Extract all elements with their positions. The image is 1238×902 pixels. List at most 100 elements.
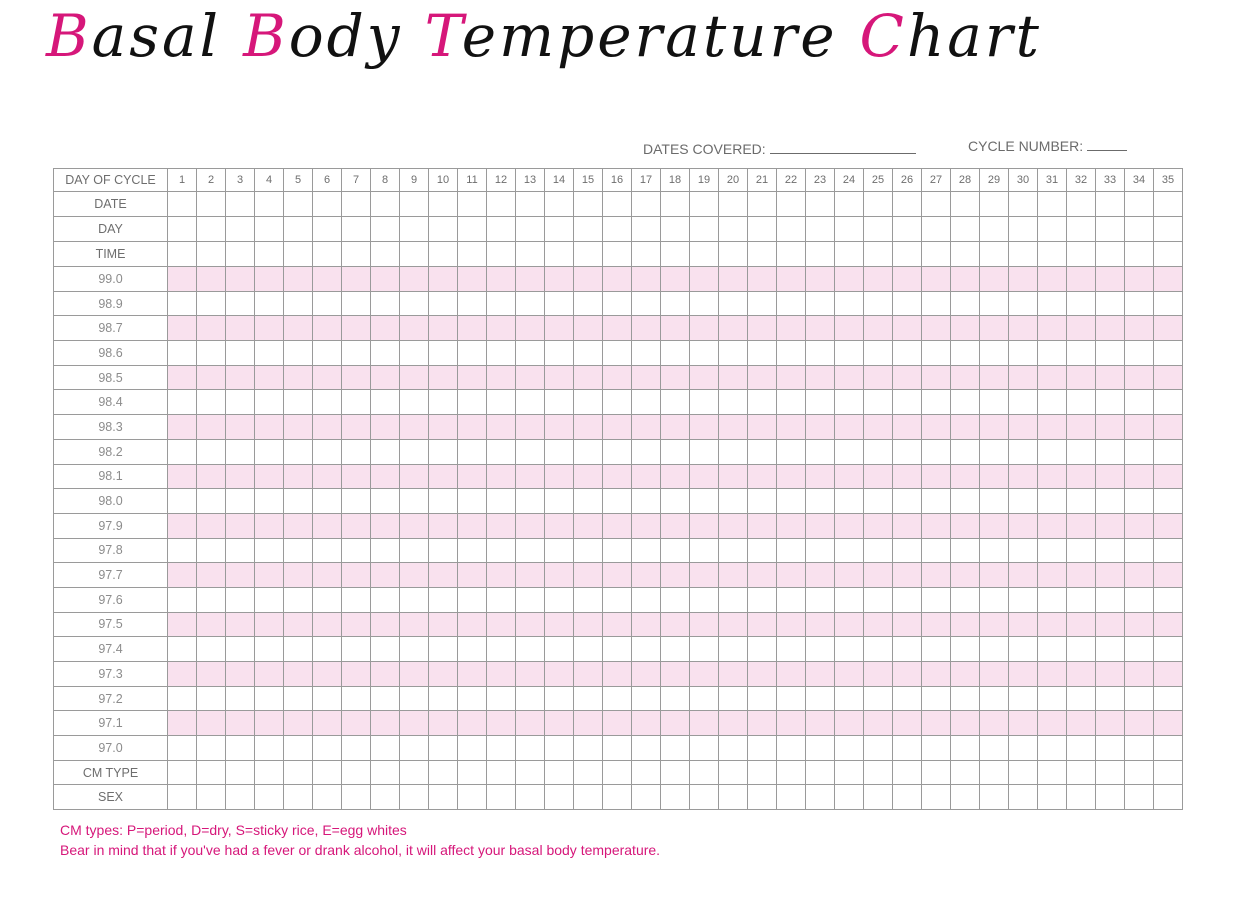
grid-cell[interactable]	[544, 784, 574, 810]
grid-cell[interactable]	[979, 562, 1009, 588]
grid-cell[interactable]	[399, 611, 429, 638]
grid-cell[interactable]	[602, 389, 632, 416]
grid-cell[interactable]	[341, 636, 371, 662]
grid-cell[interactable]	[399, 266, 429, 292]
grid-cell[interactable]	[1124, 463, 1154, 490]
grid-cell[interactable]	[863, 512, 893, 539]
grid-cell[interactable]	[515, 463, 545, 490]
grid-cell[interactable]	[747, 685, 777, 712]
grid-cell[interactable]	[544, 636, 574, 662]
grid-cell[interactable]	[979, 414, 1009, 440]
grid-cell[interactable]	[1124, 784, 1154, 810]
grid-cell[interactable]	[921, 685, 951, 712]
grid-cell[interactable]	[950, 685, 980, 712]
grid-cell[interactable]	[1095, 266, 1125, 292]
grid-cell[interactable]	[283, 537, 313, 564]
grid-cell[interactable]	[892, 463, 922, 490]
grid-cell[interactable]	[892, 710, 922, 737]
grid-cell[interactable]	[776, 488, 806, 514]
grid-cell[interactable]	[979, 488, 1009, 514]
grid-cell[interactable]	[834, 290, 864, 317]
grid-cell[interactable]	[834, 191, 864, 217]
grid-cell[interactable]	[863, 463, 893, 490]
grid-cell[interactable]	[486, 759, 516, 786]
grid-cell[interactable]	[370, 241, 400, 267]
grid-cell[interactable]	[457, 191, 487, 217]
grid-cell[interactable]	[399, 241, 429, 267]
grid-cell[interactable]	[196, 364, 226, 391]
grid-cell[interactable]	[428, 315, 458, 342]
grid-cell[interactable]	[602, 438, 632, 465]
grid-cell[interactable]	[254, 364, 284, 391]
grid-cell[interactable]	[167, 512, 197, 539]
grid-cell[interactable]	[1095, 389, 1125, 416]
grid-cell[interactable]	[312, 191, 342, 217]
grid-cell[interactable]	[1037, 364, 1067, 391]
grid-cell[interactable]	[979, 191, 1009, 217]
grid-cell[interactable]	[776, 759, 806, 786]
grid-cell[interactable]	[254, 512, 284, 539]
grid-cell[interactable]	[283, 266, 313, 292]
grid-cell[interactable]	[225, 784, 255, 810]
grid-cell[interactable]	[1066, 216, 1096, 242]
grid-cell[interactable]	[486, 661, 516, 687]
grid-cell[interactable]	[428, 488, 458, 514]
grid-cell[interactable]	[399, 512, 429, 539]
grid-cell[interactable]	[805, 784, 835, 810]
grid-cell[interactable]	[979, 710, 1009, 737]
grid-cell[interactable]	[776, 340, 806, 366]
grid-cell[interactable]	[196, 611, 226, 638]
grid-cell[interactable]	[979, 216, 1009, 242]
grid-cell[interactable]	[921, 735, 951, 761]
grid-cell[interactable]	[805, 586, 835, 613]
grid-cell[interactable]	[196, 784, 226, 810]
grid-cell[interactable]	[718, 364, 748, 391]
grid-cell[interactable]	[167, 636, 197, 662]
grid-cell[interactable]	[776, 586, 806, 613]
grid-cell[interactable]	[1008, 315, 1038, 342]
grid-cell[interactable]	[1037, 438, 1067, 465]
grid-cell[interactable]	[660, 241, 690, 267]
grid-cell[interactable]	[602, 463, 632, 490]
grid-cell[interactable]	[1066, 759, 1096, 786]
grid-cell[interactable]	[660, 438, 690, 465]
grid-cell[interactable]	[196, 241, 226, 267]
grid-cell[interactable]	[631, 735, 661, 761]
grid-cell[interactable]	[544, 463, 574, 490]
grid-cell[interactable]	[370, 414, 400, 440]
grid-cell[interactable]	[689, 241, 719, 267]
grid-cell[interactable]	[950, 241, 980, 267]
grid-cell[interactable]	[1008, 241, 1038, 267]
grid-cell[interactable]	[834, 340, 864, 366]
grid-cell[interactable]	[1095, 315, 1125, 342]
grid-cell[interactable]	[660, 463, 690, 490]
grid-cell[interactable]	[486, 488, 516, 514]
grid-cell[interactable]	[834, 661, 864, 687]
grid-cell[interactable]	[457, 735, 487, 761]
grid-cell[interactable]	[1095, 586, 1125, 613]
grid-cell[interactable]	[979, 759, 1009, 786]
grid-cell[interactable]	[457, 315, 487, 342]
grid-cell[interactable]	[892, 759, 922, 786]
grid-cell[interactable]	[544, 512, 574, 539]
grid-cell[interactable]	[428, 685, 458, 712]
grid-cell[interactable]	[660, 315, 690, 342]
grid-cell[interactable]	[457, 414, 487, 440]
grid-cell[interactable]	[1124, 611, 1154, 638]
grid-cell[interactable]	[718, 438, 748, 465]
grid-cell[interactable]	[428, 414, 458, 440]
grid-cell[interactable]	[1095, 191, 1125, 217]
grid-cell[interactable]	[1153, 562, 1183, 588]
grid-cell[interactable]	[341, 364, 371, 391]
grid-cell[interactable]	[341, 562, 371, 588]
grid-cell[interactable]	[225, 562, 255, 588]
grid-cell[interactable]	[312, 414, 342, 440]
grid-cell[interactable]	[747, 784, 777, 810]
grid-cell[interactable]	[631, 315, 661, 342]
grid-cell[interactable]	[1066, 389, 1096, 416]
grid-cell[interactable]	[718, 661, 748, 687]
grid-cell[interactable]	[776, 611, 806, 638]
grid-cell[interactable]	[805, 389, 835, 416]
grid-cell[interactable]	[544, 340, 574, 366]
grid-cell[interactable]	[283, 759, 313, 786]
